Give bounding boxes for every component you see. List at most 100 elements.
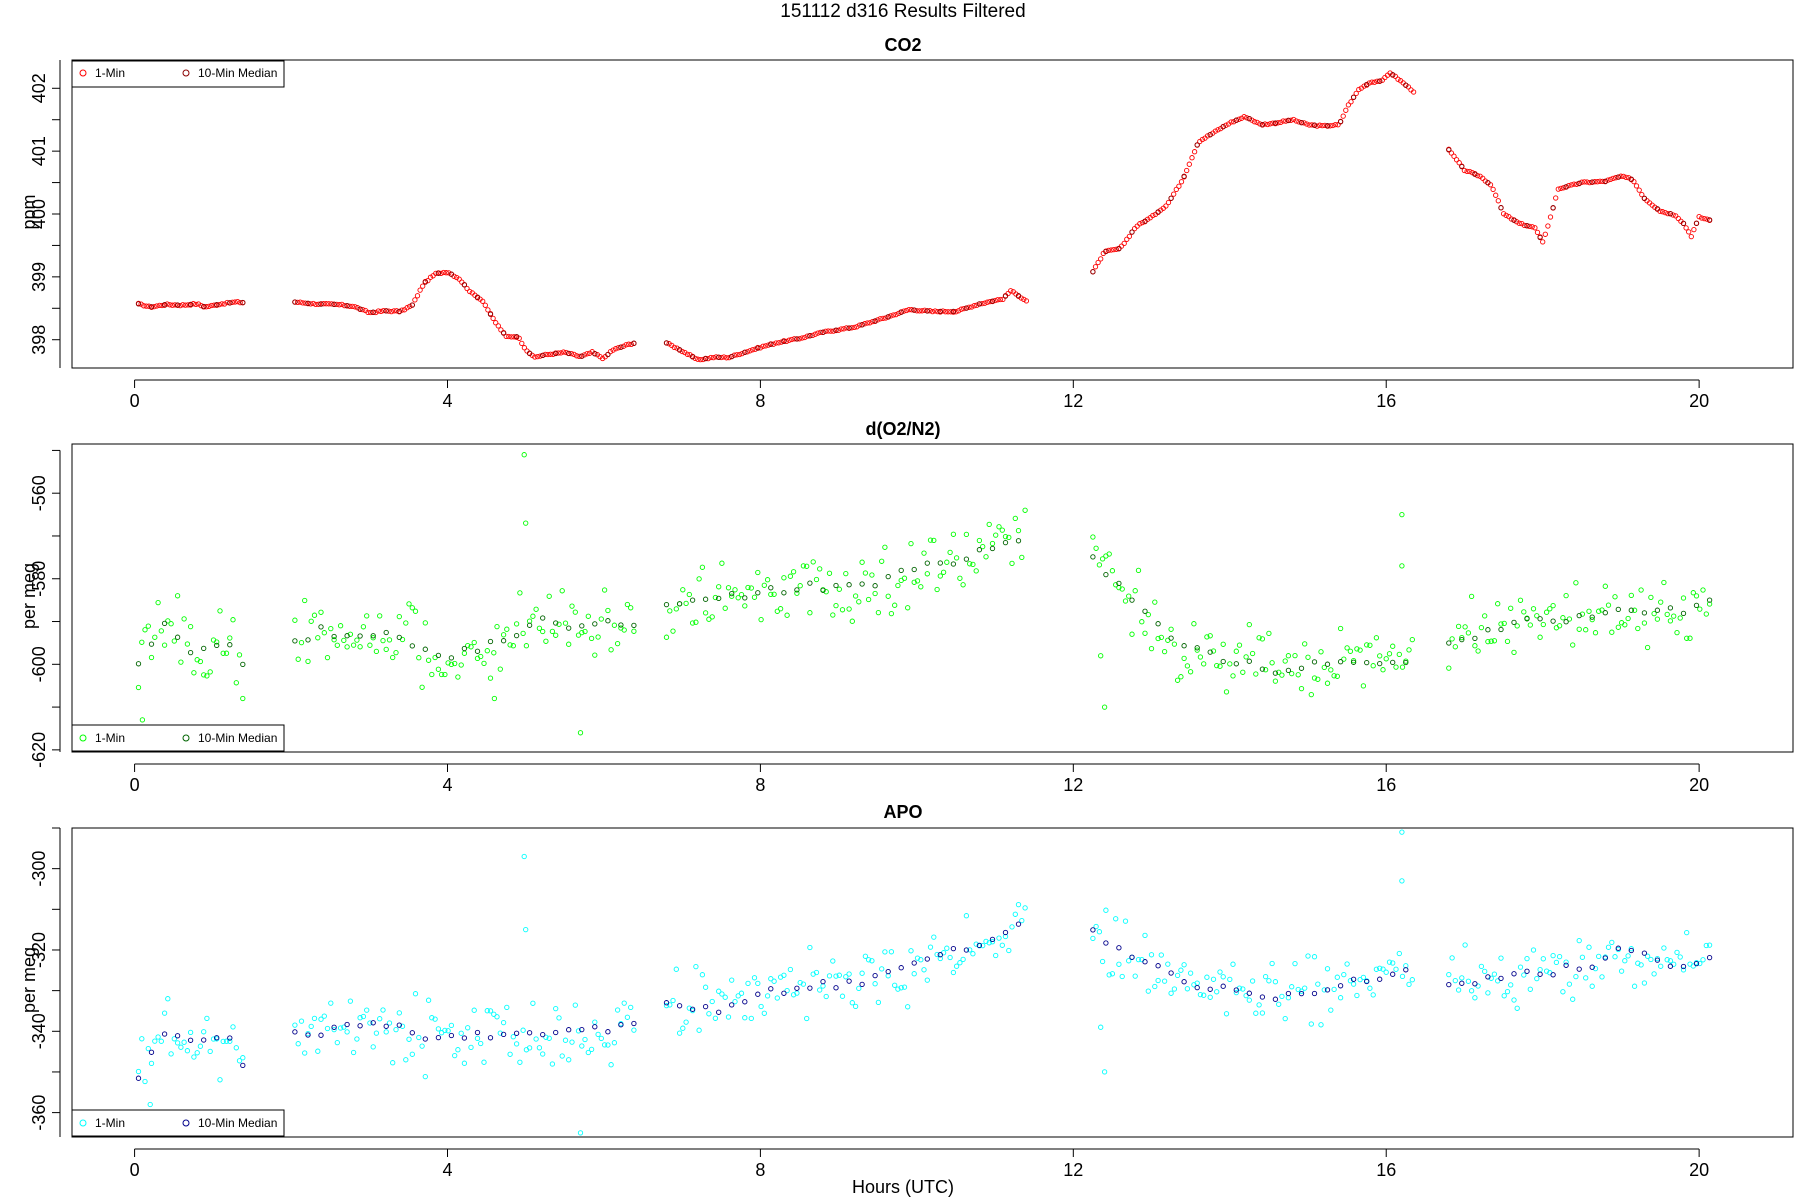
point-1min [1367,985,1373,991]
point-1min [1145,988,1151,994]
point-1min [1703,611,1709,617]
point-1min [967,561,973,567]
point-1min [1462,624,1468,630]
point-10min-median [448,655,455,661]
point-1min [719,560,725,566]
point-10min-median [318,624,324,630]
point-10min-median [1472,171,1478,177]
point-1min [605,607,611,614]
point-1min [1168,990,1174,996]
point-1min [237,299,243,306]
point-1min [1337,625,1344,632]
point-1min [307,301,314,307]
point-1min [1576,937,1582,944]
point-1min [219,301,225,307]
point-1min [735,993,741,999]
point-1min [1009,560,1015,567]
point-10min-median [768,341,774,347]
point-1min [1571,181,1577,187]
point-10min-median [1377,78,1383,84]
point-1min [191,670,197,676]
point-1min [1468,988,1475,994]
point-1min [1644,644,1651,651]
point-10min-median [807,580,813,586]
point-1min [735,595,741,601]
point-10min-median [1259,994,1266,1000]
point-1min [931,537,937,544]
point-1min [337,1025,344,1031]
point-1min [236,652,243,658]
point-1min [1317,122,1323,128]
point-1min [1328,1007,1334,1013]
point-1min [145,1045,151,1052]
point-10min-median [461,282,468,288]
point-10min-median [1537,616,1543,622]
point-10min-median [1446,147,1452,153]
point-10min-median [1298,665,1305,671]
point-10min-median [833,582,839,589]
point-1min [1508,982,1514,988]
point-1min [1150,212,1156,219]
point-10min-median [513,632,520,639]
point-1min [211,302,217,308]
legend-marker-1min-o2n2 [79,734,87,742]
point-1min [830,958,836,964]
point-1min [944,559,950,565]
point-1min [872,981,878,987]
point-1min [980,942,986,949]
point-1min [1625,953,1631,959]
point-1min [365,309,371,316]
point-1min [1530,606,1537,612]
point-1min [839,993,846,999]
point-10min-median [1103,571,1109,578]
point-1min [693,619,699,625]
point-1min [216,301,222,308]
point-1min [940,569,947,575]
point-1min [1524,955,1530,962]
point-10min-median [1246,658,1252,664]
point-1min [1664,611,1670,618]
point-1min [953,963,960,969]
point-1min [1012,911,1018,917]
point-1min [1452,977,1458,984]
point-1min [375,308,382,314]
point-1min [1350,981,1357,987]
point-10min-median [1168,195,1174,201]
point-1min [1373,966,1380,972]
point-1min [1126,593,1132,599]
point-10min-median [1324,987,1331,993]
point-1min [1451,153,1457,159]
point-1min [331,637,337,643]
point-1min [1148,952,1155,958]
point-10min-median [161,1031,168,1037]
point-1min [1683,225,1689,231]
point-1min [536,1045,543,1051]
point-1min [869,958,875,964]
point-1min [1583,975,1589,981]
point-1min [751,594,758,600]
point-1min [1547,214,1554,220]
point-1min [729,977,735,983]
point-10min-median [989,545,996,552]
point-1min [220,650,226,656]
point-1min [1532,225,1538,231]
point-1min [908,948,914,954]
point-10min-median [370,309,376,315]
point-1min [500,1019,507,1026]
y-tick-label-co2: 398 [29,325,49,355]
point-1min [234,298,241,305]
point-1min [406,1036,412,1042]
point-10min-median [1272,670,1279,676]
point-1min [1344,645,1350,651]
point-1min [433,270,439,277]
point-1min [197,658,204,665]
point-1min [1165,961,1171,967]
point-1min [455,674,461,680]
point-1min [931,934,937,940]
series-10min-median-co2 [135,72,1713,362]
point-1min [605,1042,611,1048]
point-1min [367,309,374,316]
point-1min [1253,1010,1259,1016]
point-1min [1573,580,1579,586]
point-1min [478,1040,484,1047]
